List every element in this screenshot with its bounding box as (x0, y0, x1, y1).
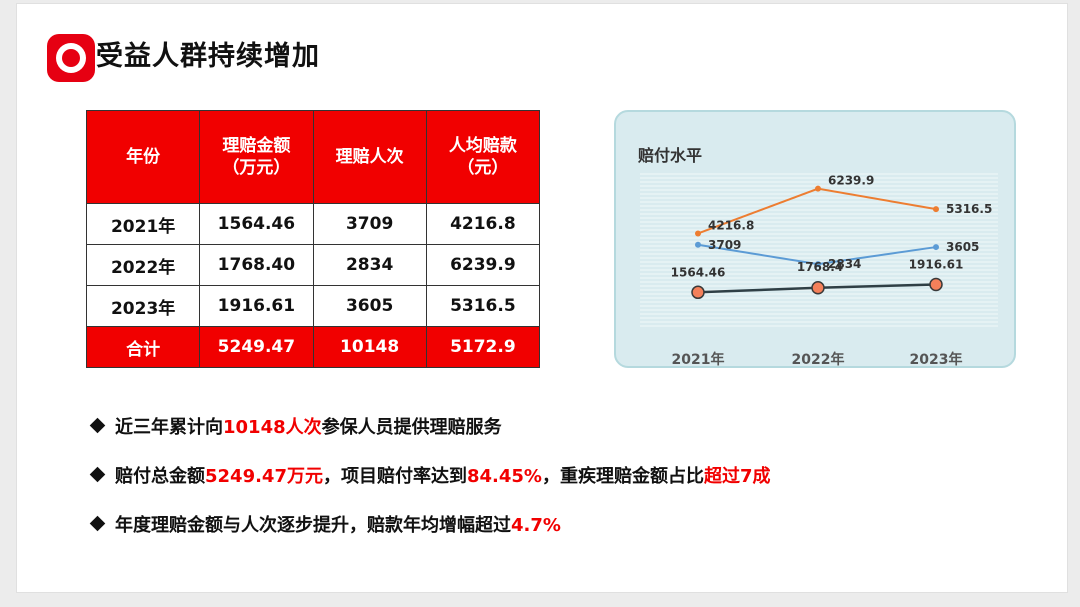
table-row: 2023年 1916.61 3605 5316.5 (85, 285, 541, 327)
table-header-row: 年份 理赔金额 （万元） 理赔人次 人均赔款 （元） (85, 110, 541, 204)
bullet-2: 赔付总金额5249.47万元，项目赔付率达到84.45%，重疾理赔金额占比超过7… (88, 462, 771, 488)
data-point (811, 281, 825, 295)
cell-year: 2023年 (85, 285, 201, 327)
bullet-text: ，项目赔付率达到 (322, 466, 467, 487)
diamond-bullet-icon (89, 417, 106, 434)
cell-avg: 6239.9 (425, 244, 541, 286)
bullet-text: 参保人员提供理赔服务 (321, 417, 502, 438)
x-tick-label: 2022年 (792, 351, 845, 366)
data-label: 3605 (946, 240, 979, 254)
bullet-text: ，重疾理赔金额占比 (541, 466, 704, 487)
header-year: 年份 (85, 110, 201, 204)
data-point (815, 185, 821, 192)
data-point (815, 261, 821, 268)
cell-count: 2834 (312, 244, 427, 286)
bullet-highlight: 84.45% (466, 466, 542, 487)
cell-count: 3605 (312, 285, 427, 327)
header-amount: 理赔金额 （万元） (199, 110, 314, 204)
table-total-row: 合计 5249.47 10148 5172.9 (85, 326, 541, 368)
total-count: 10148 (312, 326, 427, 368)
cell-amount: 1564.46 (199, 203, 314, 245)
cell-amount: 1916.61 (199, 285, 314, 327)
cell-year: 2021年 (85, 203, 201, 245)
data-point (933, 244, 939, 251)
total-avg: 5172.9 (425, 326, 541, 368)
table-row: 2021年 1564.46 3709 4216.8 (85, 203, 541, 245)
bullet-3: 年度理赔金额与人次逐步提升，赔款年均增幅超过4.7% (88, 511, 561, 537)
claims-table: 年份 理赔金额 （万元） 理赔人次 人均赔款 （元） 2021年 1564.46 370… (85, 110, 541, 368)
x-tick-label: 2021年 (672, 351, 725, 366)
cell-year: 2022年 (85, 244, 201, 286)
total-amount: 5249.47 (199, 326, 314, 368)
bullet-1: 近三年累计向10148人次参保人员提供理赔服务 (88, 413, 502, 439)
logo-icon (47, 34, 95, 82)
table-row: 2022年 1768.40 2834 6239.9 (85, 244, 541, 286)
bullet-highlight: 4.7% (511, 515, 561, 536)
bullet-text: 年度理赔金额与人次逐步提升，赔款年均增幅超过 (115, 515, 511, 536)
cell-avg: 5316.5 (425, 285, 541, 327)
data-label: 1916.61 (909, 258, 964, 272)
data-label: 4216.8 (708, 218, 754, 232)
data-label: 6239.9 (828, 174, 874, 188)
total-label: 合计 (85, 326, 201, 368)
chart-card: 赔付水平 4216.8 6239.9 5316.5 3709 2834 3605 1564.… (614, 110, 1016, 368)
header-count: 理赔人次 (312, 110, 427, 204)
cell-count: 3709 (312, 203, 427, 245)
line-chart: 4216.8 6239.9 5316.5 3709 2834 3605 1564.46 176… (640, 173, 998, 366)
data-point (691, 285, 705, 300)
cell-amount: 1768.40 (199, 244, 314, 286)
diamond-bullet-icon (89, 466, 106, 483)
header-avg: 人均赔款 （元） (425, 110, 541, 204)
diamond-bullet-icon (89, 515, 106, 532)
data-label: 5316.5 (946, 202, 992, 216)
bullet-highlight: 5249.47万元 (205, 466, 323, 487)
x-tick-label: 2023年 (910, 351, 963, 366)
bullet-text: 近三年累计向 (115, 417, 223, 438)
bullet-text: 赔付总金额 (115, 466, 205, 487)
data-label: 2834 (828, 257, 861, 271)
cell-avg: 4216.8 (425, 203, 541, 245)
data-label: 1768.4 (797, 260, 843, 274)
data-label: 1564.46 (671, 265, 726, 279)
bullet-highlight: 10148人次 (223, 417, 322, 438)
page-title: 受益人群持续增加 (96, 41, 320, 72)
bullet-highlight: 超过7成 (703, 466, 771, 487)
data-point (695, 241, 701, 248)
data-label: 3709 (708, 238, 741, 252)
data-point (695, 230, 701, 237)
chart-title: 赔付水平 (638, 146, 703, 165)
data-point (929, 277, 943, 292)
data-point (933, 206, 939, 213)
